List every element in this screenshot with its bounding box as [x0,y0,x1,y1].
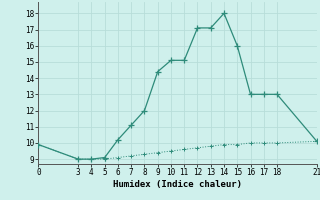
X-axis label: Humidex (Indice chaleur): Humidex (Indice chaleur) [113,180,242,189]
